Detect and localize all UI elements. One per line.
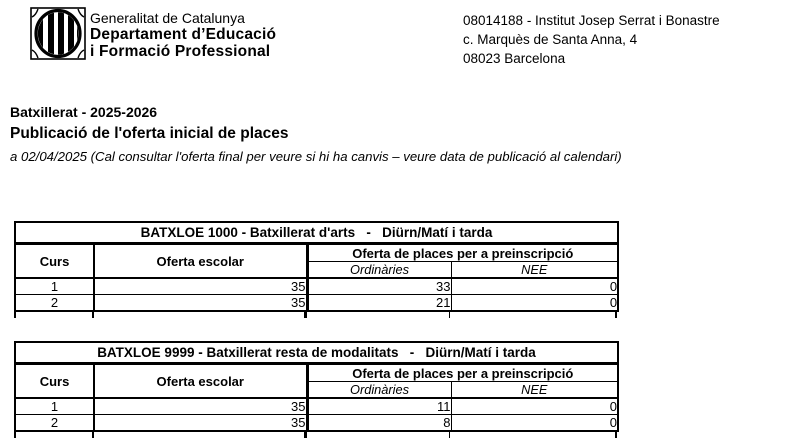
table-subheader-row: Ordinàries NEE [15, 381, 618, 399]
table-row: 1 35 33 0 [15, 278, 619, 295]
subcol-header-ordinaries: Ordinàries [307, 261, 452, 279]
cell-nee: 0 [451, 398, 618, 415]
border-stub [14, 432, 16, 438]
border-stub [14, 312, 16, 318]
offer-table-batxloe-1000: BATXLOE 1000 - Batxillerat d'arts - Diür… [14, 221, 620, 318]
subcol-header-nee: NEE [451, 261, 619, 279]
table-title: BATXLOE 9999 - Batxillerat resta de moda… [15, 342, 618, 365]
study-title: Batxillerat - 2025-2026 [10, 104, 158, 120]
date-note: a 02/04/2025 (Cal consultar l'oferta fin… [10, 149, 622, 164]
col-header-places-group: Oferta de places per a preinscripció [307, 243, 619, 262]
offer-table-batxloe-9999: BATXLOE 9999 - Batxillerat resta de moda… [14, 341, 619, 438]
cell-curs: 2 [15, 414, 95, 431]
table-title-row: BATXLOE 1000 - Batxillerat d'arts - Diür… [15, 222, 619, 245]
border-stub [304, 432, 307, 438]
table-row: 2 35 21 0 [15, 294, 618, 311]
org-name: Generalitat de Catalunya [90, 10, 245, 26]
border-stub [449, 312, 450, 318]
table-bottom-stubs [14, 312, 617, 318]
col-header-curs: Curs [15, 243, 95, 279]
cell-ordinaries: 8 [307, 414, 452, 431]
table-bottom-stubs [14, 432, 617, 438]
school-info: 08014188 - Institut Josep Serrat i Bonas… [463, 11, 720, 68]
org-header: Generalitat de Catalunya Departament d’E… [90, 10, 276, 60]
school-city: 08023 Barcelona [463, 51, 566, 66]
offer-table: BATXLOE 9999 - Batxillerat resta de moda… [14, 341, 619, 432]
col-header-curs: Curs [15, 363, 95, 399]
col-header-oferta-escolar: Oferta escolar [94, 363, 309, 399]
offer-table: BATXLOE 1000 - Batxillerat d'arts - Diür… [14, 221, 620, 312]
table-row: 1 35 11 0 [15, 398, 618, 415]
publication-title: Publicació de l'oferta inicial de places [10, 125, 289, 142]
subcol-header-nee: NEE [451, 381, 618, 399]
table-row: 2 35 8 0 [15, 414, 618, 431]
table-header-row: Curs Oferta escolar Oferta de places per… [15, 243, 619, 279]
cell-oferta-escolar: 35 [94, 414, 309, 431]
table-subheader-row: Ordinàries NEE [15, 261, 619, 279]
table-title-row: BATXLOE 9999 - Batxillerat resta de moda… [15, 342, 618, 365]
border-stub [92, 312, 94, 318]
border-stub [92, 432, 94, 438]
cell-ordinaries: 11 [307, 398, 452, 415]
cell-curs: 2 [15, 294, 95, 311]
cell-curs: 1 [15, 278, 95, 295]
table-title: BATXLOE 1000 - Batxillerat d'arts - Diür… [15, 222, 619, 245]
border-stub [449, 432, 450, 438]
cell-nee: 0 [451, 278, 619, 295]
generalitat-emblem-icon [30, 7, 86, 60]
subcol-header-ordinaries: Ordinàries [307, 381, 452, 399]
cell-ordinaries: 33 [307, 278, 452, 295]
cell-nee: 0 [609, 415, 617, 430]
cell-oferta-escolar: 35 [94, 294, 309, 311]
col-header-places-group: Oferta de places per a preinscripció [307, 363, 618, 382]
cell-oferta-escolar: 35 [94, 398, 309, 415]
cell-nee: 0 [609, 295, 618, 310]
border-stub [304, 312, 307, 318]
school-code-and-name: 08014188 - Institut Josep Serrat i Bonas… [463, 13, 720, 28]
school-address: c. Marquès de Santa Anna, 4 [463, 32, 638, 47]
border-stub [615, 432, 617, 438]
col-header-oferta-escolar: Oferta escolar [94, 243, 309, 279]
generalitat-logo [30, 7, 86, 65]
department-name-line1: Departament d’Educació [90, 26, 277, 43]
cell-ordinaries: 21 [307, 294, 452, 311]
table-header-row: Curs Oferta escolar Oferta de places per… [15, 363, 618, 399]
department-name-line2: i Formació Professional [90, 43, 271, 60]
cell-oferta-escolar: 35 [94, 278, 309, 295]
border-stub [615, 312, 617, 318]
cell-curs: 1 [15, 398, 95, 415]
intro-block: Batxillerat - 2025-2026 Publicació de l'… [10, 103, 622, 165]
